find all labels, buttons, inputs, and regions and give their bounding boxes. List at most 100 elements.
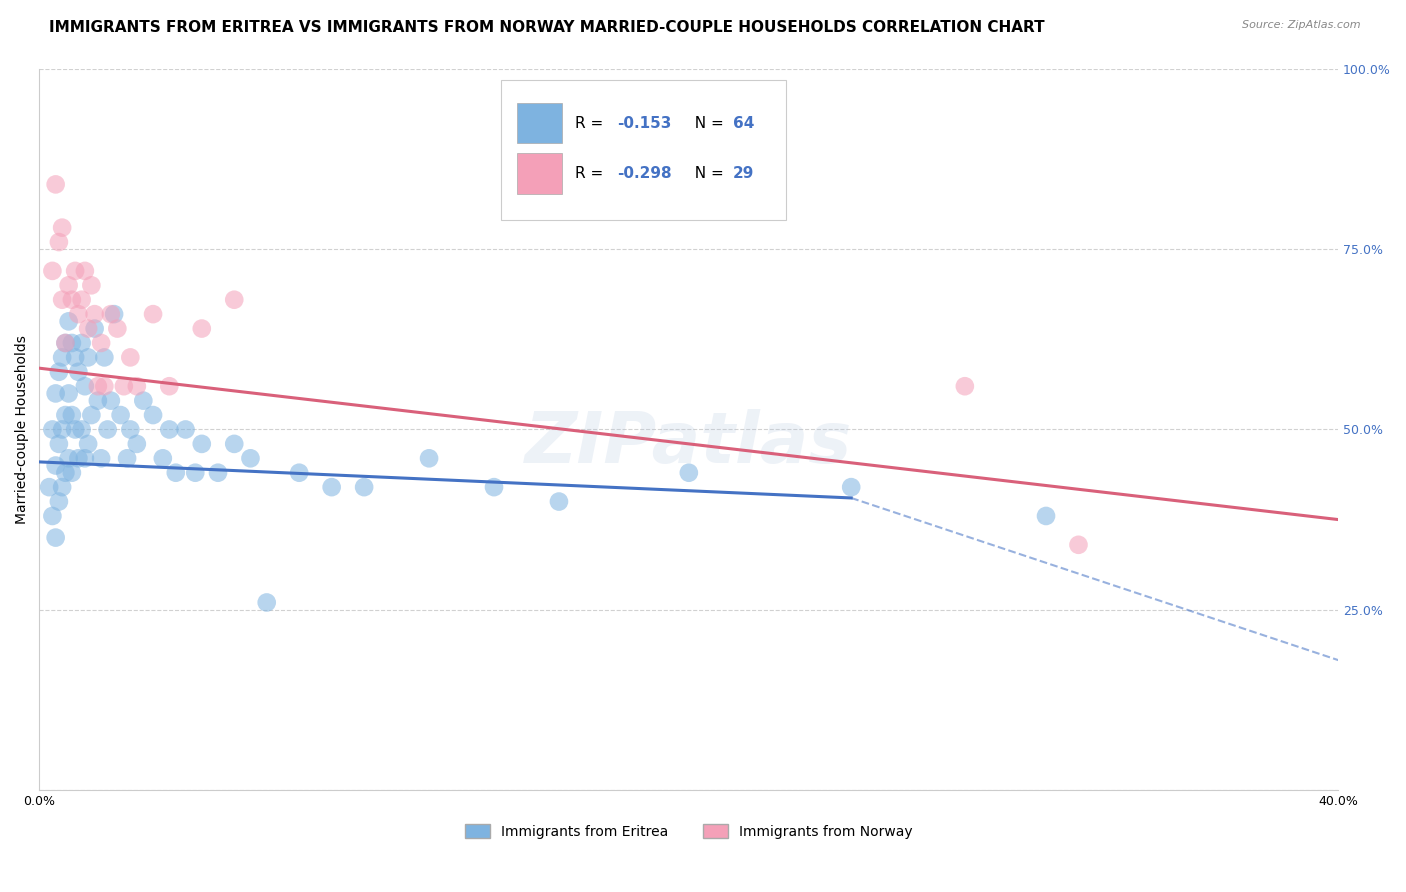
Point — [51, 422, 73, 436]
Point — [48, 437, 70, 451]
Point — [184, 466, 207, 480]
Point — [41, 422, 63, 436]
Point — [110, 408, 132, 422]
Point — [51, 220, 73, 235]
Text: 64: 64 — [733, 116, 755, 130]
Text: R =: R = — [575, 116, 607, 130]
Point — [482, 480, 505, 494]
Point — [38, 480, 60, 494]
Point — [73, 451, 96, 466]
Point — [115, 451, 138, 466]
Point — [548, 494, 571, 508]
Point — [63, 264, 86, 278]
Point — [224, 293, 246, 307]
Text: IMMIGRANTS FROM ERITREA VS IMMIGRANTS FROM NORWAY MARRIED-COUPLE HOUSEHOLDS CORR: IMMIGRANTS FROM ERITREA VS IMMIGRANTS FR… — [49, 20, 1045, 35]
Point — [70, 422, 93, 436]
Point — [63, 422, 86, 436]
Text: N =: N = — [685, 166, 728, 181]
Point — [55, 408, 77, 422]
Point — [100, 393, 122, 408]
Point — [953, 379, 976, 393]
Point — [45, 458, 67, 473]
Point — [191, 321, 214, 335]
Point — [70, 293, 93, 307]
Legend: Immigrants from Eritrea, Immigrants from Norway: Immigrants from Eritrea, Immigrants from… — [460, 818, 918, 844]
Point — [45, 178, 67, 192]
Point — [165, 466, 187, 480]
Text: R =: R = — [575, 166, 607, 181]
Point — [77, 437, 100, 451]
Point — [120, 422, 142, 436]
Point — [73, 264, 96, 278]
Point — [55, 466, 77, 480]
Point — [239, 451, 262, 466]
Point — [51, 293, 73, 307]
Point — [45, 531, 67, 545]
Point — [105, 321, 128, 335]
FancyBboxPatch shape — [501, 80, 786, 220]
Point — [55, 335, 77, 350]
Point — [103, 307, 125, 321]
Point — [191, 437, 214, 451]
Point — [58, 386, 80, 401]
Point — [90, 451, 112, 466]
Point — [48, 494, 70, 508]
Point — [93, 379, 115, 393]
Point — [67, 307, 90, 321]
Point — [60, 335, 83, 350]
Point — [41, 508, 63, 523]
Point — [125, 437, 148, 451]
Point — [321, 480, 343, 494]
Point — [256, 595, 278, 609]
Point — [93, 351, 115, 365]
Point — [678, 466, 700, 480]
Point — [77, 321, 100, 335]
Point — [112, 379, 135, 393]
Point — [48, 235, 70, 249]
Point — [353, 480, 375, 494]
Point — [1067, 538, 1090, 552]
Point — [41, 264, 63, 278]
Point — [80, 278, 103, 293]
Point — [87, 393, 110, 408]
Point — [100, 307, 122, 321]
Point — [45, 386, 67, 401]
Point — [77, 351, 100, 365]
Y-axis label: Married-couple Households: Married-couple Households — [15, 335, 30, 524]
Point — [132, 393, 155, 408]
Point — [97, 422, 120, 436]
Point — [174, 422, 197, 436]
Point — [48, 365, 70, 379]
Point — [120, 351, 142, 365]
Point — [63, 351, 86, 365]
Point — [60, 408, 83, 422]
Point — [157, 422, 180, 436]
Text: Source: ZipAtlas.com: Source: ZipAtlas.com — [1243, 20, 1361, 29]
Point — [418, 451, 440, 466]
Point — [58, 451, 80, 466]
Point — [51, 351, 73, 365]
Point — [288, 466, 311, 480]
Point — [87, 379, 110, 393]
Point — [55, 335, 77, 350]
Point — [60, 466, 83, 480]
Point — [152, 451, 174, 466]
Text: -0.153: -0.153 — [617, 116, 672, 130]
Point — [83, 321, 105, 335]
Point — [67, 451, 90, 466]
FancyBboxPatch shape — [517, 103, 561, 144]
Point — [1035, 508, 1057, 523]
Text: N =: N = — [685, 116, 728, 130]
Text: -0.298: -0.298 — [617, 166, 672, 181]
Point — [125, 379, 148, 393]
Point — [58, 314, 80, 328]
Text: ZIPatlas: ZIPatlas — [526, 409, 852, 478]
Point — [142, 408, 165, 422]
Point — [51, 480, 73, 494]
Text: 29: 29 — [733, 166, 755, 181]
Point — [70, 335, 93, 350]
Point — [90, 335, 112, 350]
Point — [207, 466, 229, 480]
Point — [83, 307, 105, 321]
Point — [157, 379, 180, 393]
